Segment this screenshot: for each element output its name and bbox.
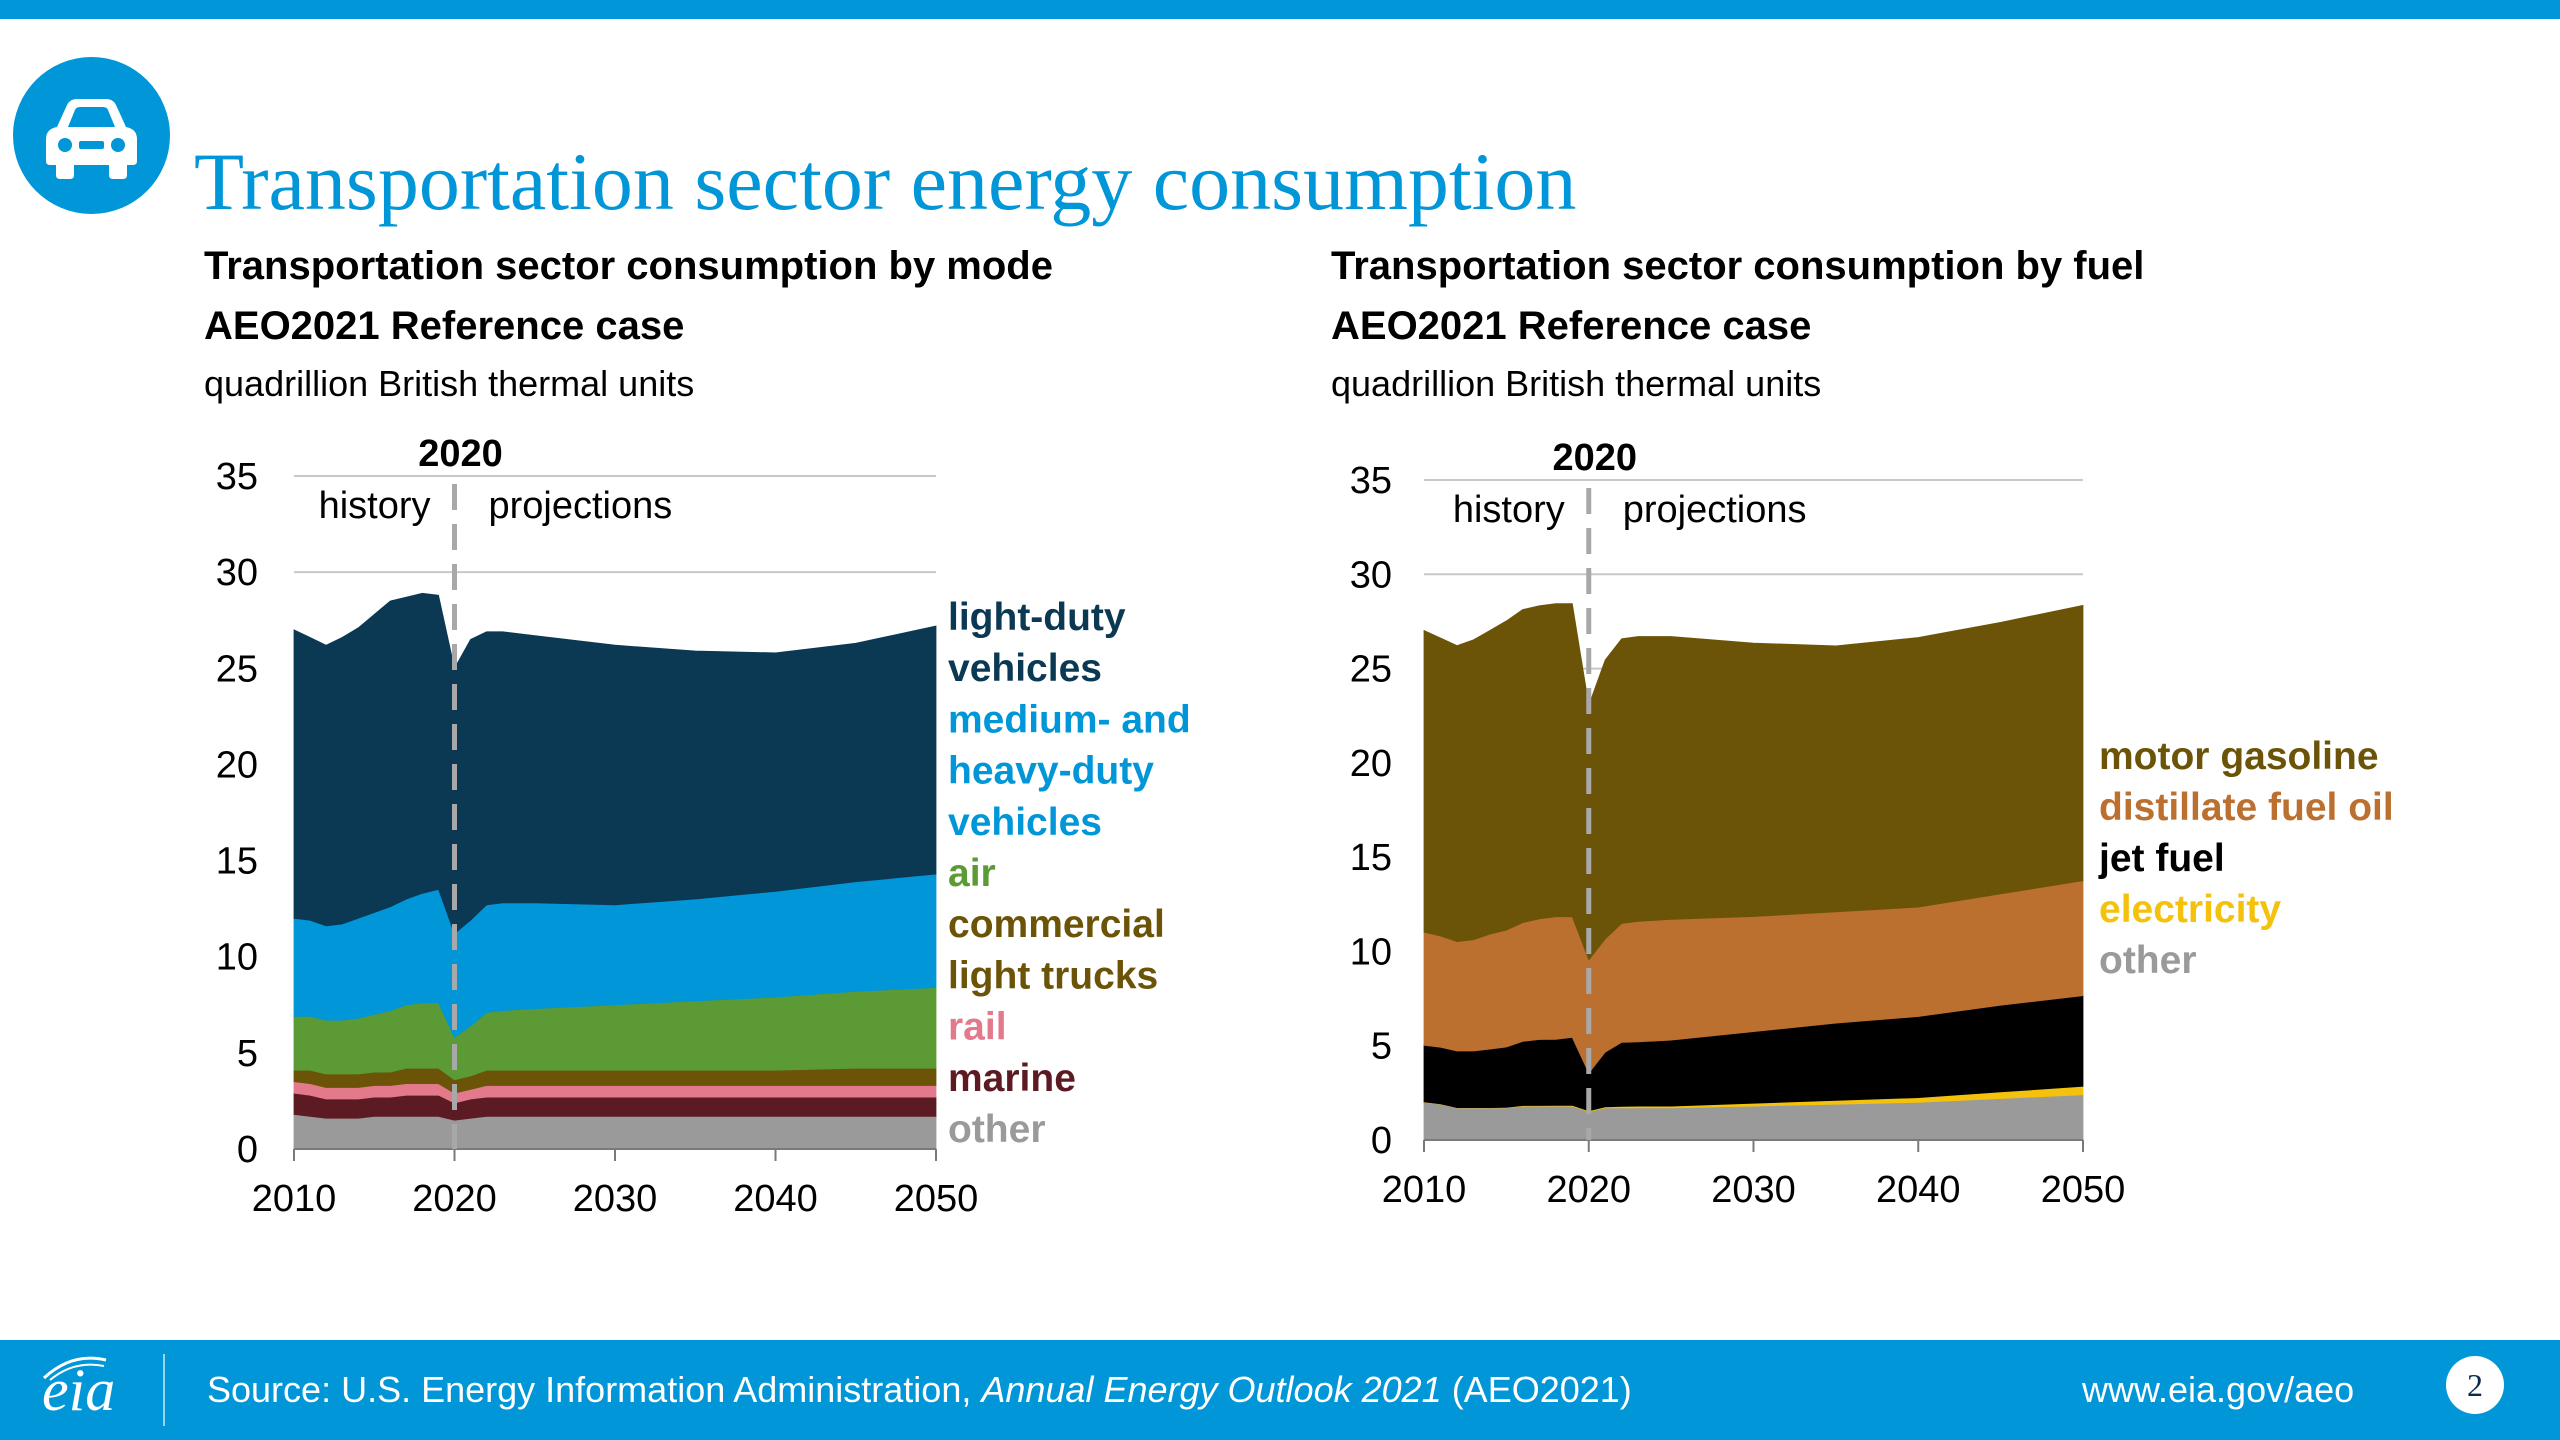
legend-label: commercial [948,903,1165,946]
y-tick-label: 30 [216,552,258,594]
footer-divider [163,1354,165,1426]
y-tick-label: 35 [1350,460,1392,502]
area-series-light-duty-vehicles [293,592,937,935]
x-tick-label: 2020 [1546,1169,1631,1211]
mode-chart-title: Transportation sector consumption by mod… [204,244,1053,288]
legend-label: air [948,852,996,895]
history-label: history [1453,489,1565,531]
y-tick-label: 20 [216,744,258,786]
fuel-chart-subtitle: AEO2021 Reference case [1331,304,1812,348]
legend-label: distillate fuel oil [2099,786,2394,829]
x-tick-label: 2040 [733,1178,818,1220]
source-publication: Annual Energy Outlook 2021 [981,1369,1442,1410]
y-tick-label: 0 [237,1129,258,1171]
x-tick-label: 2040 [1876,1169,1961,1211]
y-tick-label: 5 [1371,1026,1392,1068]
y-tick-label: 20 [1350,743,1392,785]
fuel-area-chart: 0 5 10 15 20 25 30 35 2010 2020 2030 2040 2050 2020 hi… [1350,437,2394,1211]
y-tick-label: 25 [216,648,258,690]
source-citation: Source: U.S. Energy Information Administ… [207,1368,1632,1412]
legend-label: rail [948,1006,1007,1049]
footer-bar: eia Source: U.S. Energy Information Admi… [0,1340,2560,1440]
legend-label: electricity [2099,888,2281,931]
x-tick-label: 2020 [412,1178,497,1220]
legend-label: medium- and [948,698,1191,741]
legend-label: light trucks [948,954,1158,997]
legend-label: heavy-duty [948,750,1154,793]
x-tick-label: 2050 [894,1178,979,1220]
mode-chart-subtitle: AEO2021 Reference case [204,304,685,348]
x-tick-label: 2030 [1711,1169,1796,1211]
x-tick-label: 2010 [252,1178,337,1220]
legend-label: other [948,1108,1046,1151]
y-tick-label: 35 [216,456,258,498]
legend-label: vehicles [948,801,1102,844]
legend-label: other [2099,939,2197,982]
y-tick-label: 15 [1350,837,1392,879]
legend-label: jet fuel [2098,837,2225,880]
y-tick-label: 15 [216,841,258,883]
legend-label: motor gasoline [2099,735,2379,778]
mode-chart-unit: quadrillion British thermal units [204,363,695,404]
page-number: 2 [2446,1356,2504,1414]
legend-label: light-duty [948,596,1126,639]
history-label: history [319,485,431,527]
x-tick-label: 2030 [573,1178,658,1220]
projections-label: projections [489,485,673,527]
legend-label: marine [948,1057,1076,1100]
fuel-chart-unit: quadrillion British thermal units [1331,363,1822,404]
area-series-other [293,1113,937,1150]
y-tick-label: 10 [1350,931,1392,973]
y-tick-label: 10 [216,937,258,979]
car-icon [13,57,170,214]
source-prefix: Source: U.S. Energy Information Administ… [207,1369,982,1410]
y-tick-label: 25 [1350,649,1392,691]
y-tick-label: 30 [1350,554,1392,596]
x-tick-label: 2050 [2041,1169,2126,1211]
top-accent-bar [0,0,2560,19]
divider-year-label: 2020 [1552,437,1637,479]
fuel-chart-title: Transportation sector consumption by fue… [1331,244,2145,288]
eia-logo: eia [42,1357,116,1423]
eia-logo-arc-icon [42,1356,107,1381]
projections-label: projections [1623,489,1807,531]
y-tick-label: 0 [1371,1120,1392,1162]
mode-chart-header: Transportation sector consumption by mod… [204,236,1053,412]
legend-label: vehicles [948,647,1102,690]
site-url-link[interactable]: www.eia.gov/aeo [2082,1369,2355,1410]
source-suffix: (AEO2021) [1441,1369,1632,1410]
fuel-chart-header: Transportation sector consumption by fue… [1331,236,2144,412]
mode-area-chart: 0 5 10 15 20 25 30 35 2010 2020 2030 2040 2050 2020 hi… [216,433,1191,1220]
x-tick-label: 2010 [1382,1169,1467,1211]
y-tick-label: 5 [237,1033,258,1075]
page-title: Transportation sector energy consumption [194,136,1577,227]
divider-year-label: 2020 [418,433,503,475]
